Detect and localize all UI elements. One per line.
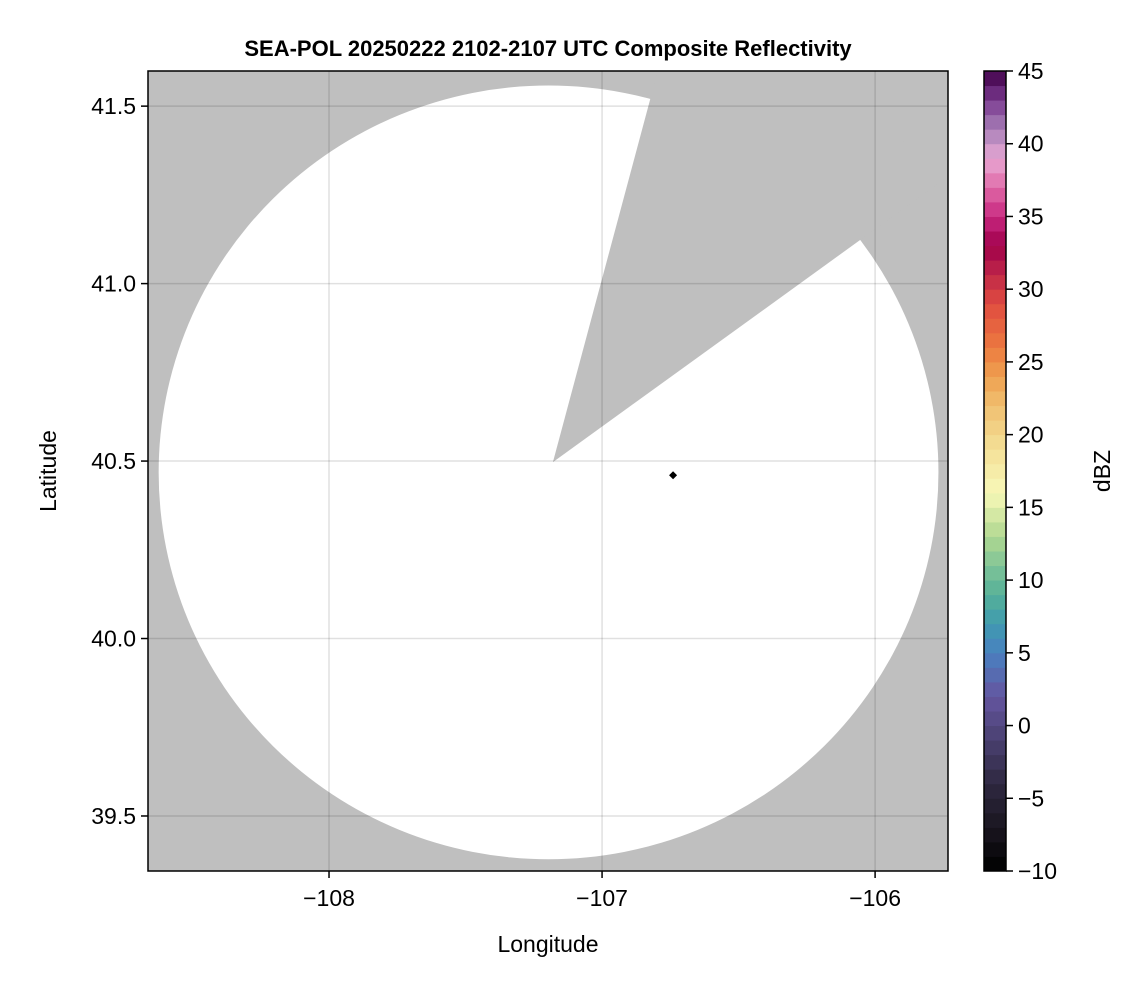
- colorbar-band: [984, 201, 1006, 217]
- colorbar-band: [984, 827, 1006, 843]
- colorbar-band: [984, 623, 1006, 639]
- x-axis-label: Longitude: [497, 931, 598, 957]
- colorbar-tick-label: −5: [1018, 785, 1044, 811]
- colorbar-band: [984, 420, 1006, 436]
- x-tick-label: −108: [303, 885, 355, 911]
- x-axis: −108 −107 −106: [303, 871, 901, 911]
- colorbar-tick-label: 40: [1018, 131, 1044, 157]
- colorbar-band: [984, 580, 1006, 596]
- colorbar-band: [984, 347, 1006, 363]
- colorbar-band: [984, 478, 1006, 494]
- colorbar-band: [984, 449, 1006, 465]
- colorbar-band: [984, 405, 1006, 421]
- colorbar-band: [984, 231, 1006, 247]
- colorbar-band: [984, 376, 1006, 392]
- colorbar-band: [984, 318, 1006, 334]
- colorbar-band: [984, 769, 1006, 785]
- colorbar-band: [984, 71, 1006, 87]
- x-tick-label: −107: [576, 885, 628, 911]
- plot-area: [148, 71, 948, 871]
- colorbar-band: [984, 129, 1006, 145]
- colorbar-band: [984, 754, 1006, 770]
- radar-location-marker: [669, 471, 678, 480]
- y-tick-label: 40.0: [91, 626, 136, 652]
- colorbar-tick-label: 45: [1018, 58, 1044, 84]
- colorbar-band: [984, 260, 1006, 276]
- colorbar-band: [984, 740, 1006, 756]
- colorbar-tick-label: 30: [1018, 276, 1044, 302]
- colorbar-band: [984, 332, 1006, 348]
- colorbar-band: [984, 565, 1006, 581]
- y-axis-label: Latitude: [35, 430, 61, 512]
- colorbar-band: [984, 711, 1006, 727]
- colorbar-tick-label: 5: [1018, 640, 1031, 666]
- colorbar-band: [984, 434, 1006, 450]
- colorbar-band: [984, 521, 1006, 537]
- colorbar-frame: [983, 70, 1007, 872]
- colorbar-band: [984, 725, 1006, 741]
- grid-lines: [148, 71, 948, 871]
- y-tick-label: 40.5: [91, 448, 136, 474]
- colorbar-band: [984, 391, 1006, 407]
- colorbar-band: [984, 187, 1006, 203]
- colorbar-band: [984, 798, 1006, 814]
- colorbar-band: [984, 594, 1006, 610]
- chart-title: SEA-POL 20250222 2102-2107 UTC Composite…: [244, 36, 852, 61]
- colorbar-band: [984, 85, 1006, 101]
- colorbar-band: [984, 143, 1006, 159]
- colorbar-band: [984, 812, 1006, 828]
- colorbar-band: [984, 216, 1006, 232]
- colorbar-label: dBZ: [1089, 450, 1115, 492]
- colorbar-band: [984, 783, 1006, 799]
- y-tick-label: 41.5: [91, 93, 136, 119]
- y-axis: 39.5 40.0 40.5 41.0 41.5: [91, 93, 148, 829]
- colorbar-tick-label: 10: [1018, 567, 1044, 593]
- colorbar-tick-label: 20: [1018, 422, 1044, 448]
- colorbar-band: [984, 667, 1006, 683]
- colorbar-band: [984, 507, 1006, 523]
- y-tick-label: 39.5: [91, 803, 136, 829]
- colorbar-band: [984, 100, 1006, 116]
- colorbar-band: [984, 492, 1006, 508]
- colorbar-tick-label: 25: [1018, 349, 1044, 375]
- colorbar-band: [984, 274, 1006, 290]
- colorbar-band: [984, 536, 1006, 552]
- blocked-sector: [552, 71, 948, 463]
- colorbar-band: [984, 652, 1006, 668]
- colorbar-band: [984, 158, 1006, 174]
- colorbar-band: [984, 856, 1006, 872]
- colorbar-tick-label: 35: [1018, 203, 1044, 229]
- colorbar-band: [984, 696, 1006, 712]
- colorbar: −10 −5 0 5 10 15 20 25 30 35 40 45: [983, 58, 1057, 884]
- colorbar-tick-label: 15: [1018, 494, 1044, 520]
- y-tick-label: 41.0: [91, 271, 136, 297]
- colorbar-band: [984, 289, 1006, 305]
- colorbar-band: [984, 638, 1006, 654]
- colorbar-band: [984, 841, 1006, 857]
- x-tick-label: −106: [849, 885, 901, 911]
- axes-frame: [147, 70, 949, 872]
- colorbar-band: [984, 172, 1006, 188]
- colorbar-tick-label: −10: [1018, 858, 1057, 884]
- colorbar-band: [984, 463, 1006, 479]
- colorbar-band: [984, 681, 1006, 697]
- colorbar-band: [984, 609, 1006, 625]
- colorbar-band: [984, 245, 1006, 261]
- colorbar-band: [984, 114, 1006, 130]
- colorbar-band: [984, 551, 1006, 567]
- colorbar-tick-label: 0: [1018, 713, 1031, 739]
- colorbar-band: [984, 361, 1006, 377]
- colorbar-band: [984, 303, 1006, 319]
